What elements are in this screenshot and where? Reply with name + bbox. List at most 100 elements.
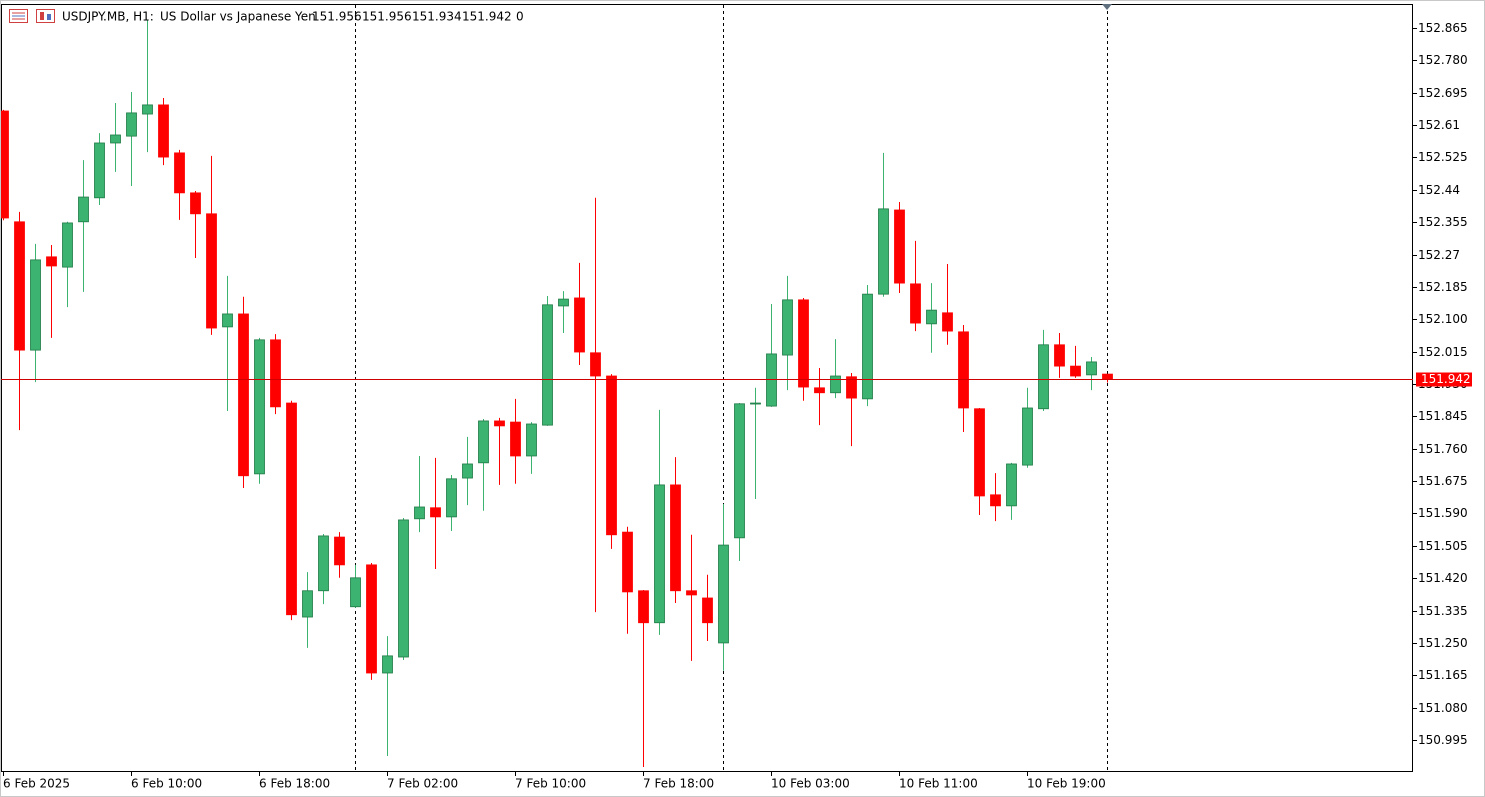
candle-body <box>270 339 281 408</box>
candle-body <box>1054 344 1065 367</box>
y-tick-label: 152.015 <box>1418 345 1468 359</box>
y-tick-label: 151.760 <box>1418 442 1468 456</box>
candle-body <box>126 112 137 137</box>
candle-body <box>1022 407 1033 466</box>
chart-icon[interactable] <box>36 9 55 23</box>
y-tick-label: 152.44 <box>1418 183 1460 197</box>
y-tick-label: 150.995 <box>1418 733 1468 747</box>
plot-border <box>1 4 1413 772</box>
candles <box>1 19 1413 768</box>
candle-body <box>638 590 649 624</box>
y-tick-label: 151.590 <box>1418 506 1468 520</box>
axes: 152.865 152.780 152.695 152.61 152.525 152.44… <box>3 21 1472 791</box>
candle-body <box>46 256 57 267</box>
x-tick-label: 10 Feb 19:00 <box>1027 777 1106 791</box>
candle-body <box>142 104 153 115</box>
candle-body <box>190 192 201 215</box>
header-high: 151.956 <box>362 10 412 24</box>
candle-body <box>238 313 249 477</box>
y-tick-label: 152.61 <box>1418 118 1460 132</box>
candle-body <box>1102 373 1113 380</box>
y-tick-label: 151.845 <box>1418 409 1468 423</box>
y-tick-label: 151.250 <box>1418 636 1468 650</box>
header-close: 151.942 <box>462 10 512 24</box>
candle-body <box>1086 361 1097 376</box>
candle-body <box>174 152 185 194</box>
candle-body <box>78 196 89 223</box>
candle-body <box>590 352 601 377</box>
y-tick-label: 151.080 <box>1418 701 1468 715</box>
candle-body <box>958 331 969 409</box>
y-tick-label: 152.355 <box>1418 215 1468 229</box>
menu-icon[interactable] <box>9 9 28 23</box>
candle-body <box>542 304 553 426</box>
header-low: 151.934 <box>412 10 462 24</box>
candle-body <box>286 402 297 616</box>
candle-body <box>814 387 825 394</box>
candle-body <box>494 420 505 427</box>
y-tick-label: 151.675 <box>1418 474 1468 488</box>
candle-body <box>382 655 393 674</box>
candle-body <box>734 403 745 539</box>
candle-body <box>414 506 425 520</box>
candle-body <box>302 590 313 618</box>
candle-body <box>350 577 361 608</box>
candle-body <box>798 299 809 388</box>
candle-body <box>830 375 841 394</box>
candle-body <box>878 208 889 295</box>
y-tick-label: 152.780 <box>1418 53 1468 67</box>
candle-body <box>750 402 761 405</box>
x-tick-label: 7 Feb 02:00 <box>387 777 458 791</box>
candle-body <box>606 375 617 536</box>
candle-body <box>462 463 473 479</box>
candle-body <box>526 423 537 457</box>
candle-body <box>206 213 217 329</box>
candle-body <box>1006 463 1017 507</box>
y-tick-label: 151.505 <box>1418 539 1468 553</box>
candle-body <box>766 353 777 407</box>
candle-body <box>910 283 921 324</box>
candle-body <box>942 312 953 332</box>
candle-body <box>334 536 345 566</box>
candle-body <box>254 339 265 475</box>
candle-body <box>718 544 729 644</box>
y-tick-label: 152.185 <box>1418 280 1468 294</box>
x-tick-label: 6 Feb 2025 <box>3 777 70 791</box>
candle-body <box>158 104 169 158</box>
x-tick-label: 7 Feb 10:00 <box>515 777 586 791</box>
candle-body <box>318 535 329 592</box>
y-tick-label: 151.165 <box>1418 668 1468 682</box>
candle-body <box>430 507 441 518</box>
candle-body <box>894 209 905 284</box>
y-tick-label: 152.865 <box>1418 21 1468 35</box>
candle-body <box>366 564 377 674</box>
shift-marker[interactable] <box>1102 4 1112 10</box>
x-tick-label: 10 Feb 03:00 <box>771 777 850 791</box>
candle-body <box>478 420 489 464</box>
header: USDJPY.MB, H1: US Dollar vs Japanese Yen… <box>9 9 524 24</box>
candle-body <box>862 293 873 400</box>
candle-body <box>846 376 857 399</box>
candle-body <box>558 298 569 307</box>
header-volume: 0 <box>516 10 524 24</box>
y-tick-label: 151.420 <box>1418 571 1468 585</box>
candle-body <box>782 299 793 356</box>
candle-body <box>686 590 697 596</box>
y-tick-label: 151.335 <box>1418 604 1468 618</box>
candle-body <box>446 478 457 518</box>
y-tick-label: 152.695 <box>1418 86 1468 100</box>
candle-body <box>1038 344 1049 410</box>
candle-body <box>1 110 9 219</box>
symbol: USDJPY.MB, H1: <box>62 10 154 24</box>
y-tick-label: 152.27 <box>1418 248 1460 262</box>
candle-body <box>670 484 681 592</box>
candle-body <box>510 421 521 457</box>
candle-body <box>62 222 73 268</box>
price-label-box <box>1416 372 1472 387</box>
y-tick-label: 152.100 <box>1418 312 1468 326</box>
price-label: 151.942 <box>1421 372 1471 386</box>
y-tick-label: 152.525 <box>1418 150 1468 164</box>
